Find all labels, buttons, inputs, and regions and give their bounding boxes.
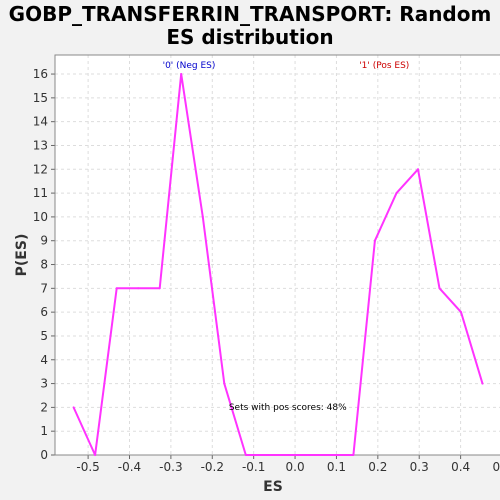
data-point [201,215,204,218]
y-tick-label: 14 [33,115,48,129]
y-tick-label: 2 [40,400,48,414]
y-tick-label: 9 [40,234,48,248]
x-tick-label: 0.2 [368,460,387,474]
x-tick-label: 0.4 [451,460,470,474]
x-tick-label: -0.4 [118,460,141,474]
x-tick-label: 0.0 [286,460,305,474]
y-tick-label: 15 [33,91,48,105]
data-point [266,454,269,456]
data-point [244,454,247,456]
y-tick-label: 7 [40,281,48,295]
data-point [438,287,441,290]
data-point [158,287,161,290]
y-tick-label: 0 [40,448,48,462]
data-point [395,192,398,195]
x-tick-label: -0.5 [76,460,99,474]
data-point [287,454,290,456]
x-tick-label: 0.5 [492,460,500,474]
y-tick-label: 6 [40,305,48,319]
y-tick-label: 4 [40,353,48,367]
x-tick-label: 0.1 [327,460,346,474]
data-point [309,454,312,456]
data-point [94,454,97,456]
data-point [223,382,226,385]
data-point [417,168,419,171]
grid [55,55,500,456]
axes: -0.5 -0.4 -0.3 -0.2 -0.1 0.0 0.1 0.2 0.3 0.4 0.5 0 1… [33,54,500,474]
data-point [72,406,75,409]
data-point [373,239,376,242]
x-tick-label: 0.3 [410,460,429,474]
annotation-text: Sets with pos scores: 48% [229,403,347,413]
x-tick-label: -0.1 [242,460,265,474]
data-point [330,454,333,456]
y-tick-label: 1 [40,424,48,438]
data-point [180,73,183,75]
data-point [137,287,140,290]
y-tick-label: 10 [33,210,48,224]
chart-title-line-2: ES distribution [166,25,333,49]
y-tick-label: 5 [40,329,48,343]
data-point [481,382,484,385]
y-tick-label: 3 [40,377,48,391]
data-point [460,311,462,314]
y-tick-label: 11 [33,186,48,200]
series-line [72,73,484,456]
x-axis-label: ES [263,479,283,495]
y-tick-label: 13 [33,138,48,152]
y-axis-label: P(ES) [14,234,30,277]
y-tick-label: 12 [33,162,48,176]
y-tick-label: 16 [33,67,48,81]
series-layer [72,73,484,456]
y-tick-label: 8 [40,258,48,272]
annotation-text: '0' (Neg ES) [163,61,216,71]
chart-title-line-1: GOBP_TRANSFERRIN_TRANSPORT: Random [9,2,492,26]
annotations: '0' (Neg ES) '1' (Pos ES) Sets with pos sc… [163,61,410,413]
x-tick-label: -0.2 [201,460,224,474]
data-point [352,454,355,456]
annotation-text: '1' (Pos ES) [359,61,409,71]
x-tick-label: -0.3 [159,460,182,474]
data-point [115,287,118,290]
